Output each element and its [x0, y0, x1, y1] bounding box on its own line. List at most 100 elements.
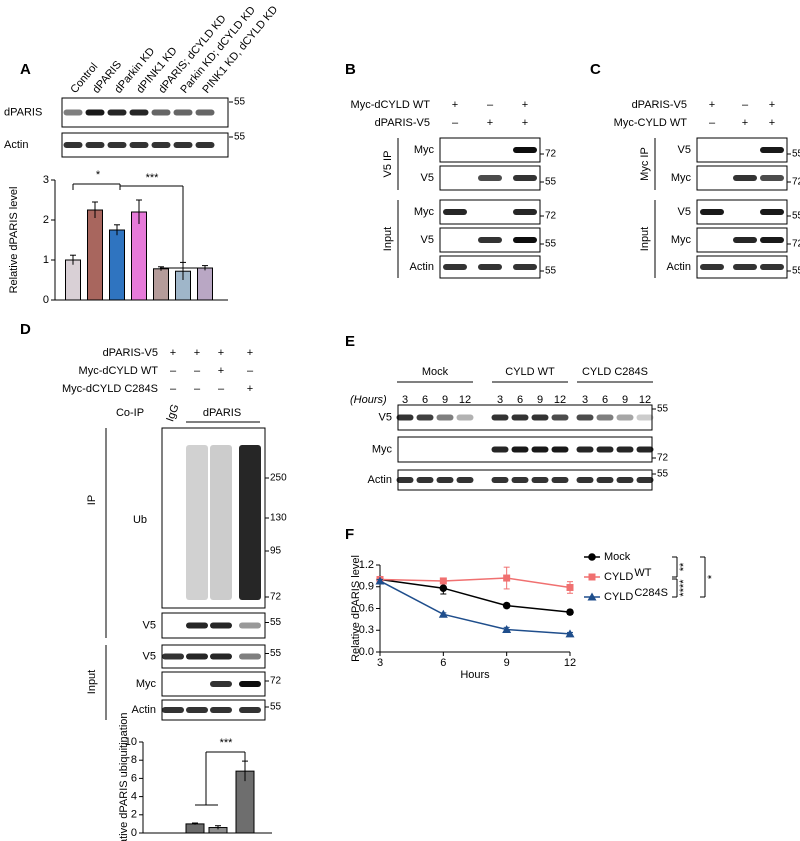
band [760, 237, 784, 243]
band [396, 414, 414, 421]
condition-sign: – [709, 117, 716, 129]
panel-label: E [345, 333, 355, 350]
condition-label: Myc-dCYLD WT [79, 365, 159, 377]
band [239, 681, 261, 687]
marker-label: 250 [270, 473, 287, 484]
band [636, 414, 654, 421]
marker-label: 55 [792, 149, 800, 160]
bar [197, 267, 213, 301]
marker-label: 55 [792, 211, 800, 222]
hour-label: 9 [537, 394, 543, 406]
band [63, 109, 83, 116]
y-tick-label: 0 [43, 294, 49, 306]
band [513, 175, 537, 181]
panel-label: B [345, 61, 356, 78]
marker-label: 55 [545, 266, 557, 277]
band [491, 446, 509, 453]
blot-name: Actin [410, 261, 434, 273]
band [616, 414, 634, 421]
band [513, 237, 537, 243]
point [502, 601, 511, 610]
condition-sign: + [218, 365, 224, 377]
condition-sign: + [247, 383, 253, 395]
hour-label: 6 [422, 394, 428, 406]
blot-name: Myc [671, 172, 692, 184]
point [566, 608, 574, 616]
panel-label: A [20, 61, 31, 78]
band [478, 175, 502, 181]
band [173, 142, 193, 148]
band [107, 109, 127, 116]
blot-name: V5 [678, 206, 691, 218]
hour-label: 9 [622, 394, 628, 406]
y-tick-label: 0 [131, 827, 137, 839]
condition-sign: – [247, 365, 254, 377]
marker-label: 95 [270, 546, 282, 557]
band [491, 414, 509, 421]
condition-label: Myc-dCYLD C284S [62, 383, 158, 395]
smear [239, 445, 261, 600]
x-tick-label: 9 [504, 657, 510, 669]
band [173, 109, 193, 116]
blot-name: Actin [368, 474, 392, 486]
blot-name: Ub [133, 514, 147, 526]
blot-name: Myc [136, 678, 157, 690]
blot-name: V5 [421, 172, 434, 184]
legend-marker [587, 592, 597, 601]
point [439, 584, 448, 592]
band [551, 414, 569, 421]
band [436, 414, 454, 421]
band [129, 109, 149, 116]
band [162, 707, 184, 713]
marker-label: 130 [270, 513, 287, 524]
band [416, 414, 434, 421]
band [531, 446, 549, 453]
blot-name: Myc [671, 234, 692, 246]
point [438, 609, 448, 618]
band [733, 175, 757, 181]
group-label: Mock [422, 366, 449, 378]
band [186, 622, 208, 629]
hours-label: (Hours) [350, 394, 387, 406]
legend-label-sup: WT [634, 567, 651, 579]
marker-label: 72 [545, 211, 557, 222]
band [239, 653, 261, 660]
condition-sign: + [709, 99, 715, 111]
band [162, 653, 184, 660]
marker-label: 55 [657, 404, 669, 415]
condition-sign: – [452, 117, 459, 129]
blot-name: V5 [678, 144, 691, 156]
band [511, 414, 529, 421]
band [760, 175, 784, 181]
band [596, 414, 614, 421]
band [63, 142, 83, 148]
condition-sign: + [247, 347, 253, 359]
band [478, 237, 502, 243]
hour-label: 12 [639, 394, 651, 406]
y-tick-label: 0.3 [359, 624, 374, 636]
band [576, 477, 594, 483]
coip-label: Co-IP [116, 407, 144, 419]
band [210, 622, 232, 629]
band [396, 477, 414, 483]
condition-sign: + [218, 347, 224, 359]
band [436, 477, 454, 483]
band [513, 209, 537, 215]
condition-sign: + [522, 117, 528, 129]
condition-label: dPARIS-V5 [103, 347, 158, 359]
blot-name: Myc [414, 144, 435, 156]
condition-sign: – [194, 365, 201, 377]
bar [185, 823, 205, 834]
band [210, 707, 232, 713]
band [513, 264, 537, 270]
condition-sign: + [522, 99, 528, 111]
y-axis-label: Relative dPARIS level [350, 555, 362, 662]
hour-label: 3 [582, 394, 588, 406]
marker-label: 55 [234, 132, 246, 143]
hour-label: 3 [402, 394, 408, 406]
group-label: CYLD C284S [582, 366, 648, 378]
group-label: Input [639, 227, 651, 251]
marker-label: 72 [270, 676, 282, 687]
marker-label: 55 [545, 177, 557, 188]
band [596, 446, 614, 453]
